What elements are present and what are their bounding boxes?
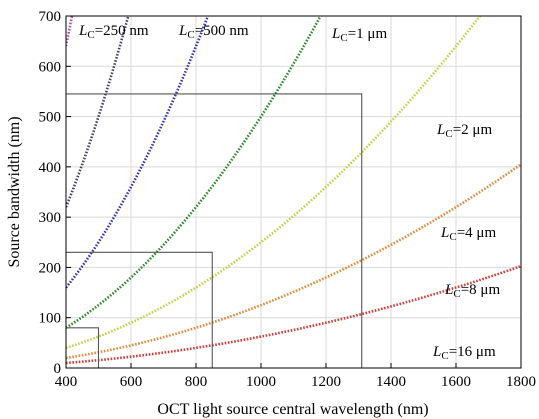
x-tick-label: 1800	[506, 374, 536, 390]
x-tick-label: 1200	[311, 374, 341, 390]
series-line-0	[66, 16, 74, 47]
curve-label-2: LC=1 μm	[331, 26, 387, 44]
series-line-3	[66, 16, 323, 329]
series-line-2	[66, 16, 210, 289]
curve-label-0: LC=250 nm	[78, 23, 149, 41]
y-tick-label: 100	[39, 311, 62, 327]
reference-lines	[66, 93, 363, 368]
y-tick-label: 200	[39, 260, 62, 276]
x-tick-label: 1600	[441, 374, 471, 390]
curve-label-5: LC=8 μm	[444, 282, 500, 300]
x-tick-label: 800	[185, 374, 208, 390]
y-tick-label: 300	[39, 210, 62, 226]
y-tick-label: 0	[54, 361, 62, 377]
reference-line-2	[66, 327, 100, 368]
plot-frame	[65, 15, 522, 369]
y-axis-title: Source bandwidth (nm)	[6, 116, 23, 267]
reference-line-1	[66, 251, 213, 368]
y-tick-label: 400	[39, 160, 62, 176]
series-line-4	[66, 16, 482, 350]
grid	[65, 15, 522, 369]
y-tick-label: 700	[39, 9, 62, 25]
x-tick-label: 600	[120, 374, 143, 390]
x-axis-title: OCT light source central wavelength (nm)	[157, 401, 428, 418]
curve-label-4: LC=4 μm	[440, 225, 496, 243]
x-tick-label: 1000	[246, 374, 276, 390]
reference-line-0	[66, 93, 363, 368]
x-tick-label: 1400	[376, 374, 406, 390]
series-line-5	[66, 163, 521, 360]
curve-label-6: LC=16 μm	[432, 344, 496, 362]
axis-ticks: 400 600 800 1000 1200 1400 1600 1800 0 100 200 300 4…	[39, 9, 537, 390]
curve-labels: LC=250 nm LC=500 nm LC=1 μm LC=2 μm LC=4 μm L…	[78, 23, 500, 362]
curve-label-1: LC=500 nm	[178, 23, 249, 41]
y-tick-label: 600	[39, 59, 62, 75]
y-tick-label: 500	[39, 110, 62, 126]
curve-label-3: LC=2 μm	[436, 122, 492, 140]
x-tick-label: 400	[55, 374, 78, 390]
series-group	[66, 16, 521, 365]
